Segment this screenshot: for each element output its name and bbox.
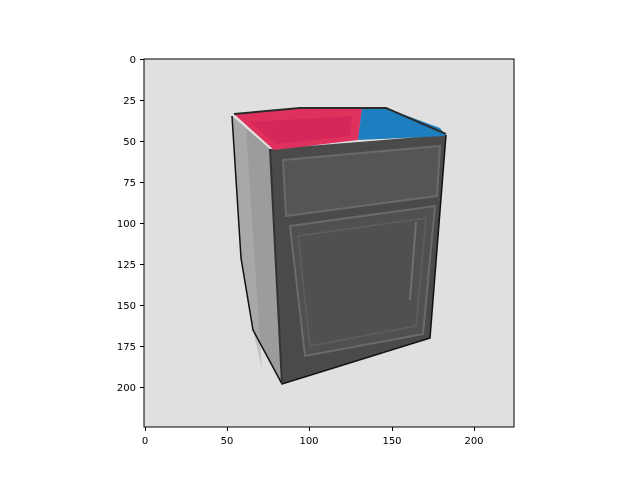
- y-tick-label: 125: [117, 260, 136, 271]
- x-axis: 0 50 100 150 200: [142, 427, 484, 447]
- y-tick-label: 200: [117, 383, 136, 394]
- y-tick-label: 175: [117, 342, 136, 353]
- door-handle: [409, 221, 417, 301]
- cabinet-corner-edge: [269, 148, 283, 385]
- image-panel: [143, 58, 515, 428]
- cabinet-drawer: [281, 144, 442, 218]
- cabinet-door: [288, 204, 437, 358]
- y-tick-label: 150: [117, 301, 136, 312]
- y-tick-label: 0: [130, 55, 136, 66]
- cabinet-outline: [231, 115, 447, 385]
- y-tick-label: 100: [117, 219, 136, 230]
- cabinet-image: [231, 107, 447, 385]
- y-tick-label: 50: [123, 137, 136, 148]
- x-tick-label: 150: [382, 436, 401, 447]
- cabinet-door-inset: [297, 217, 427, 347]
- x-tick-label: 50: [221, 436, 234, 447]
- cabinet-top-rim: [233, 107, 447, 135]
- cabinet-top-pink-highlight: [250, 116, 352, 144]
- y-tick-label: 75: [123, 178, 136, 189]
- axes-frame: [143, 58, 515, 428]
- x-tick-label: 100: [299, 436, 318, 447]
- x-tick-label: 0: [142, 436, 148, 447]
- y-axis: 0 25 50 75 100 125 150 175 200: [117, 55, 144, 394]
- cabinet-top-blue: [358, 108, 446, 140]
- y-tick-label: 25: [123, 96, 136, 107]
- cabinet-side-shade: [232, 116, 262, 370]
- x-tick-label: 200: [464, 436, 483, 447]
